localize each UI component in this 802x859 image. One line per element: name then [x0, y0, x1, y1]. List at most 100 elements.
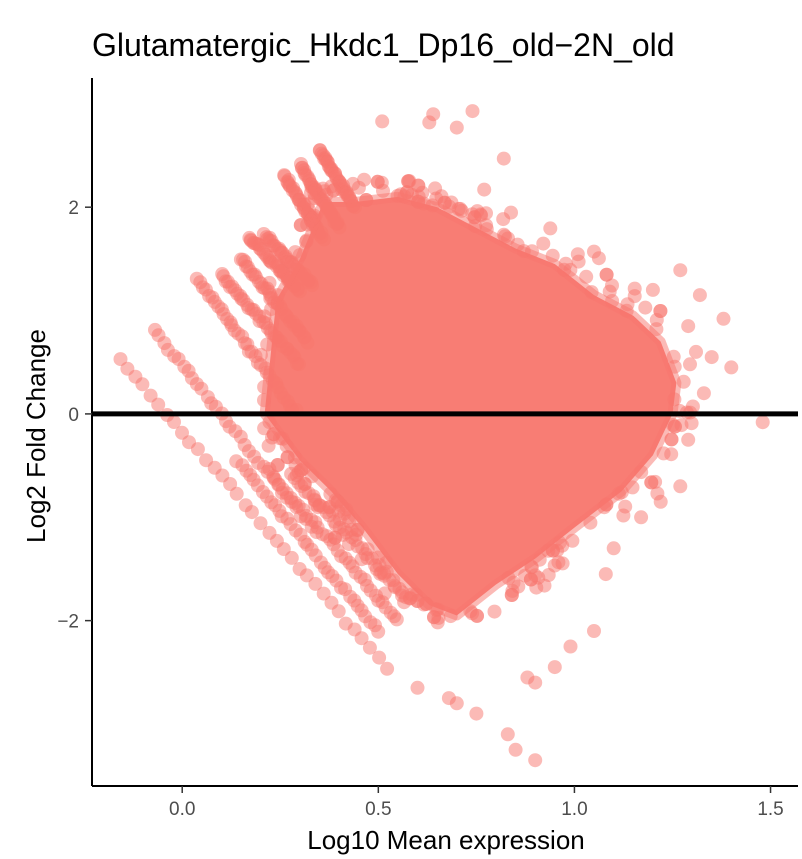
data-point — [541, 568, 556, 582]
data-point — [257, 393, 271, 408]
data-point — [326, 183, 341, 198]
data-point — [341, 510, 356, 525]
data-point — [673, 263, 688, 278]
x-tick-label: 0.5 — [365, 799, 391, 820]
data-point — [389, 612, 404, 627]
data-point — [523, 572, 538, 587]
data-point — [528, 753, 543, 768]
data-point — [331, 604, 346, 619]
data-point — [638, 300, 653, 315]
data-point — [308, 576, 323, 591]
data-point — [380, 661, 395, 676]
data-point — [496, 151, 511, 166]
data-point — [293, 218, 308, 233]
data-point — [350, 522, 365, 537]
data-point — [371, 624, 386, 639]
data-point — [354, 631, 369, 646]
data-point — [411, 194, 426, 209]
data-point — [681, 319, 696, 334]
data-point — [299, 233, 314, 248]
data-point — [167, 415, 181, 429]
data-point — [151, 397, 166, 412]
data-point — [422, 115, 437, 130]
data-point — [653, 494, 668, 509]
data-point — [359, 193, 374, 207]
data-point — [653, 304, 668, 318]
data-point — [311, 500, 325, 515]
data-point — [525, 244, 539, 259]
data-point — [437, 195, 452, 210]
data-point — [401, 174, 416, 189]
data-point — [262, 275, 277, 290]
x-tick-label: 1.0 — [561, 799, 587, 820]
data-point — [272, 263, 287, 278]
data-point — [716, 311, 731, 326]
x-tick-label: 1.5 — [757, 799, 783, 820]
data-point — [625, 480, 640, 495]
data-point — [253, 347, 268, 362]
data-point — [724, 360, 739, 375]
data-point — [755, 415, 770, 430]
data-point — [280, 450, 295, 465]
plot-area — [92, 104, 798, 768]
data-point — [135, 377, 150, 392]
data-point — [645, 282, 660, 297]
data-point — [299, 568, 314, 583]
data-point — [223, 477, 238, 491]
data-point — [244, 505, 259, 520]
data-point — [372, 650, 387, 665]
data-point — [477, 182, 492, 197]
data-point — [528, 675, 543, 690]
data-point — [704, 350, 719, 365]
data-point — [673, 479, 688, 494]
data-point — [375, 114, 390, 129]
data-point — [342, 537, 356, 552]
data-point — [327, 530, 342, 545]
data-point — [190, 442, 205, 457]
points-layer — [113, 104, 770, 768]
data-point — [587, 624, 601, 638]
data-point — [508, 742, 523, 757]
data-point — [634, 510, 649, 525]
data-point — [370, 174, 385, 189]
y-tick-label: −2 — [57, 612, 79, 633]
x-ticks: 0.0 0.5 1.0 1.5 — [169, 786, 784, 820]
data-point — [583, 515, 598, 530]
data-point — [500, 727, 515, 742]
data-point — [627, 289, 642, 304]
data-point — [487, 604, 502, 619]
data-point — [504, 588, 519, 602]
data-point — [284, 550, 299, 565]
data-point — [410, 594, 425, 608]
data-point — [260, 337, 275, 352]
x-tick-label: 0.0 — [169, 799, 195, 820]
data-point — [357, 172, 372, 187]
data-point — [362, 640, 377, 655]
data-point — [443, 609, 458, 624]
data-point — [377, 566, 392, 581]
data-point — [451, 201, 466, 216]
data-point — [545, 248, 560, 263]
data-point — [634, 465, 649, 480]
data-point — [555, 556, 570, 571]
y-tick-label: 2 — [68, 198, 79, 219]
data-point — [257, 380, 272, 394]
data-point — [536, 236, 551, 251]
data-point — [565, 533, 580, 548]
data-point — [449, 120, 464, 135]
data-point — [441, 691, 456, 706]
data-point — [465, 104, 480, 119]
data-point — [664, 447, 679, 462]
data-point — [692, 288, 707, 303]
data-point — [294, 463, 309, 478]
x-axis-label: Log10 Mean expression — [307, 825, 585, 855]
data-point — [469, 706, 484, 721]
data-point — [410, 680, 425, 695]
data-point — [689, 344, 703, 359]
data-point — [696, 386, 711, 401]
data-point — [263, 291, 278, 306]
data-point — [602, 284, 617, 299]
data-point — [611, 486, 626, 501]
data-point — [667, 359, 682, 374]
data-point — [537, 578, 552, 593]
